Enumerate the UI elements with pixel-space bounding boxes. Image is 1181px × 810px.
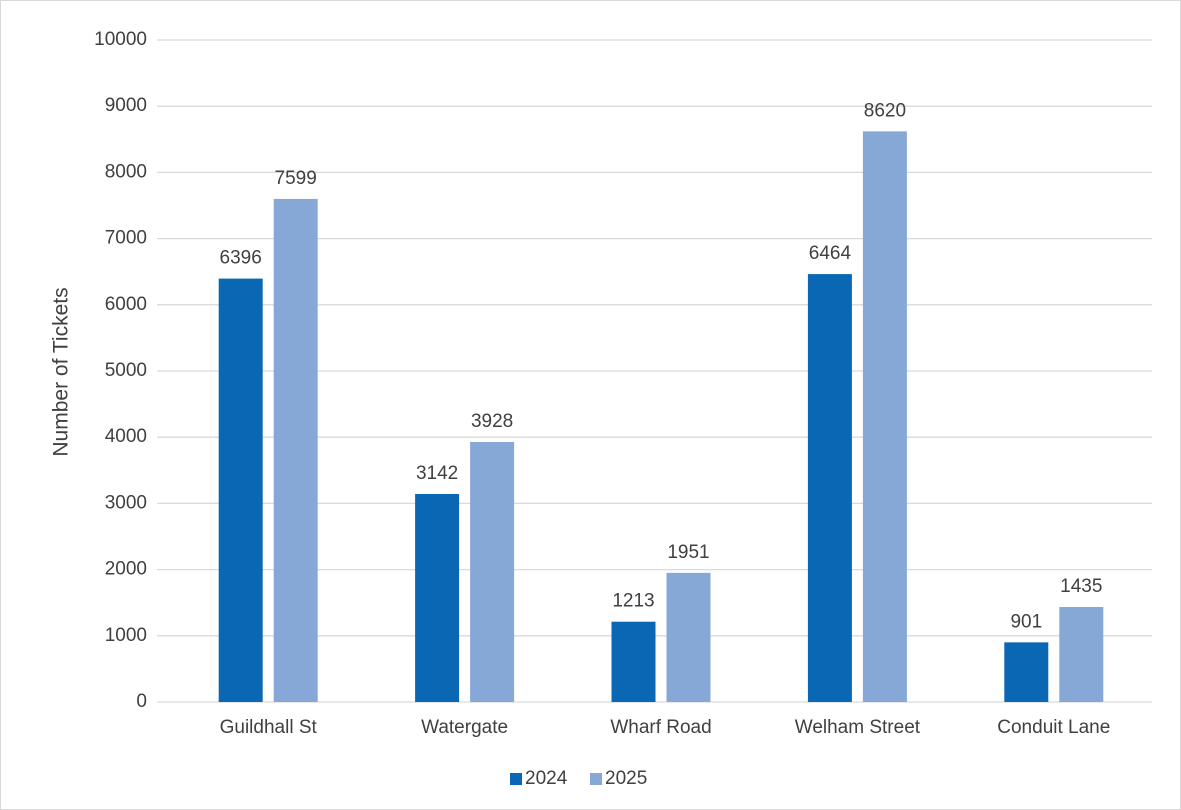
y-tick-label: 10000 [94,29,147,50]
data-label: 3928 [471,411,513,432]
y-tick-label: 1000 [105,625,147,646]
data-label: 6396 [220,248,262,269]
y-tick-label: 2000 [105,559,147,580]
y-tick-label: 9000 [105,95,147,116]
y-tick-label: 6000 [105,294,147,315]
legend-swatch [590,773,602,785]
bar [1059,607,1104,702]
x-tick-label: Watergate [421,717,508,738]
data-label: 1435 [1060,576,1102,597]
y-tick-label: 4000 [105,426,147,447]
bar [807,274,852,702]
data-label: 8620 [864,100,906,121]
y-tick-label: 8000 [105,161,147,182]
legend-swatch [510,773,522,785]
x-tick-label: Wharf Road [610,717,711,738]
legend-label: 2025 [605,768,647,789]
y-tick-label: 7000 [105,228,147,249]
bar [415,493,460,702]
x-tick-label: Welham Street [795,717,921,738]
data-label: 1213 [612,591,654,612]
bar [862,131,907,702]
data-label: 1951 [667,542,709,563]
data-label: 3142 [416,463,458,484]
y-tick-label: 3000 [105,492,147,513]
data-label: 901 [1010,611,1042,632]
bar [1004,642,1049,702]
bar [470,441,515,702]
data-label: 7599 [275,168,317,189]
data-label: 6464 [809,243,852,264]
bar [218,278,263,702]
bar [666,572,711,702]
x-tick-label: Guildhall St [220,717,318,738]
legend-label: 2024 [525,768,568,789]
bar [273,198,318,702]
x-tick-label: Conduit Lane [997,717,1110,738]
y-tick-label: 5000 [105,360,147,381]
bar [611,621,656,702]
y-tick-label: 0 [136,691,147,712]
y-axis-label: Number of Tickets [50,287,73,456]
